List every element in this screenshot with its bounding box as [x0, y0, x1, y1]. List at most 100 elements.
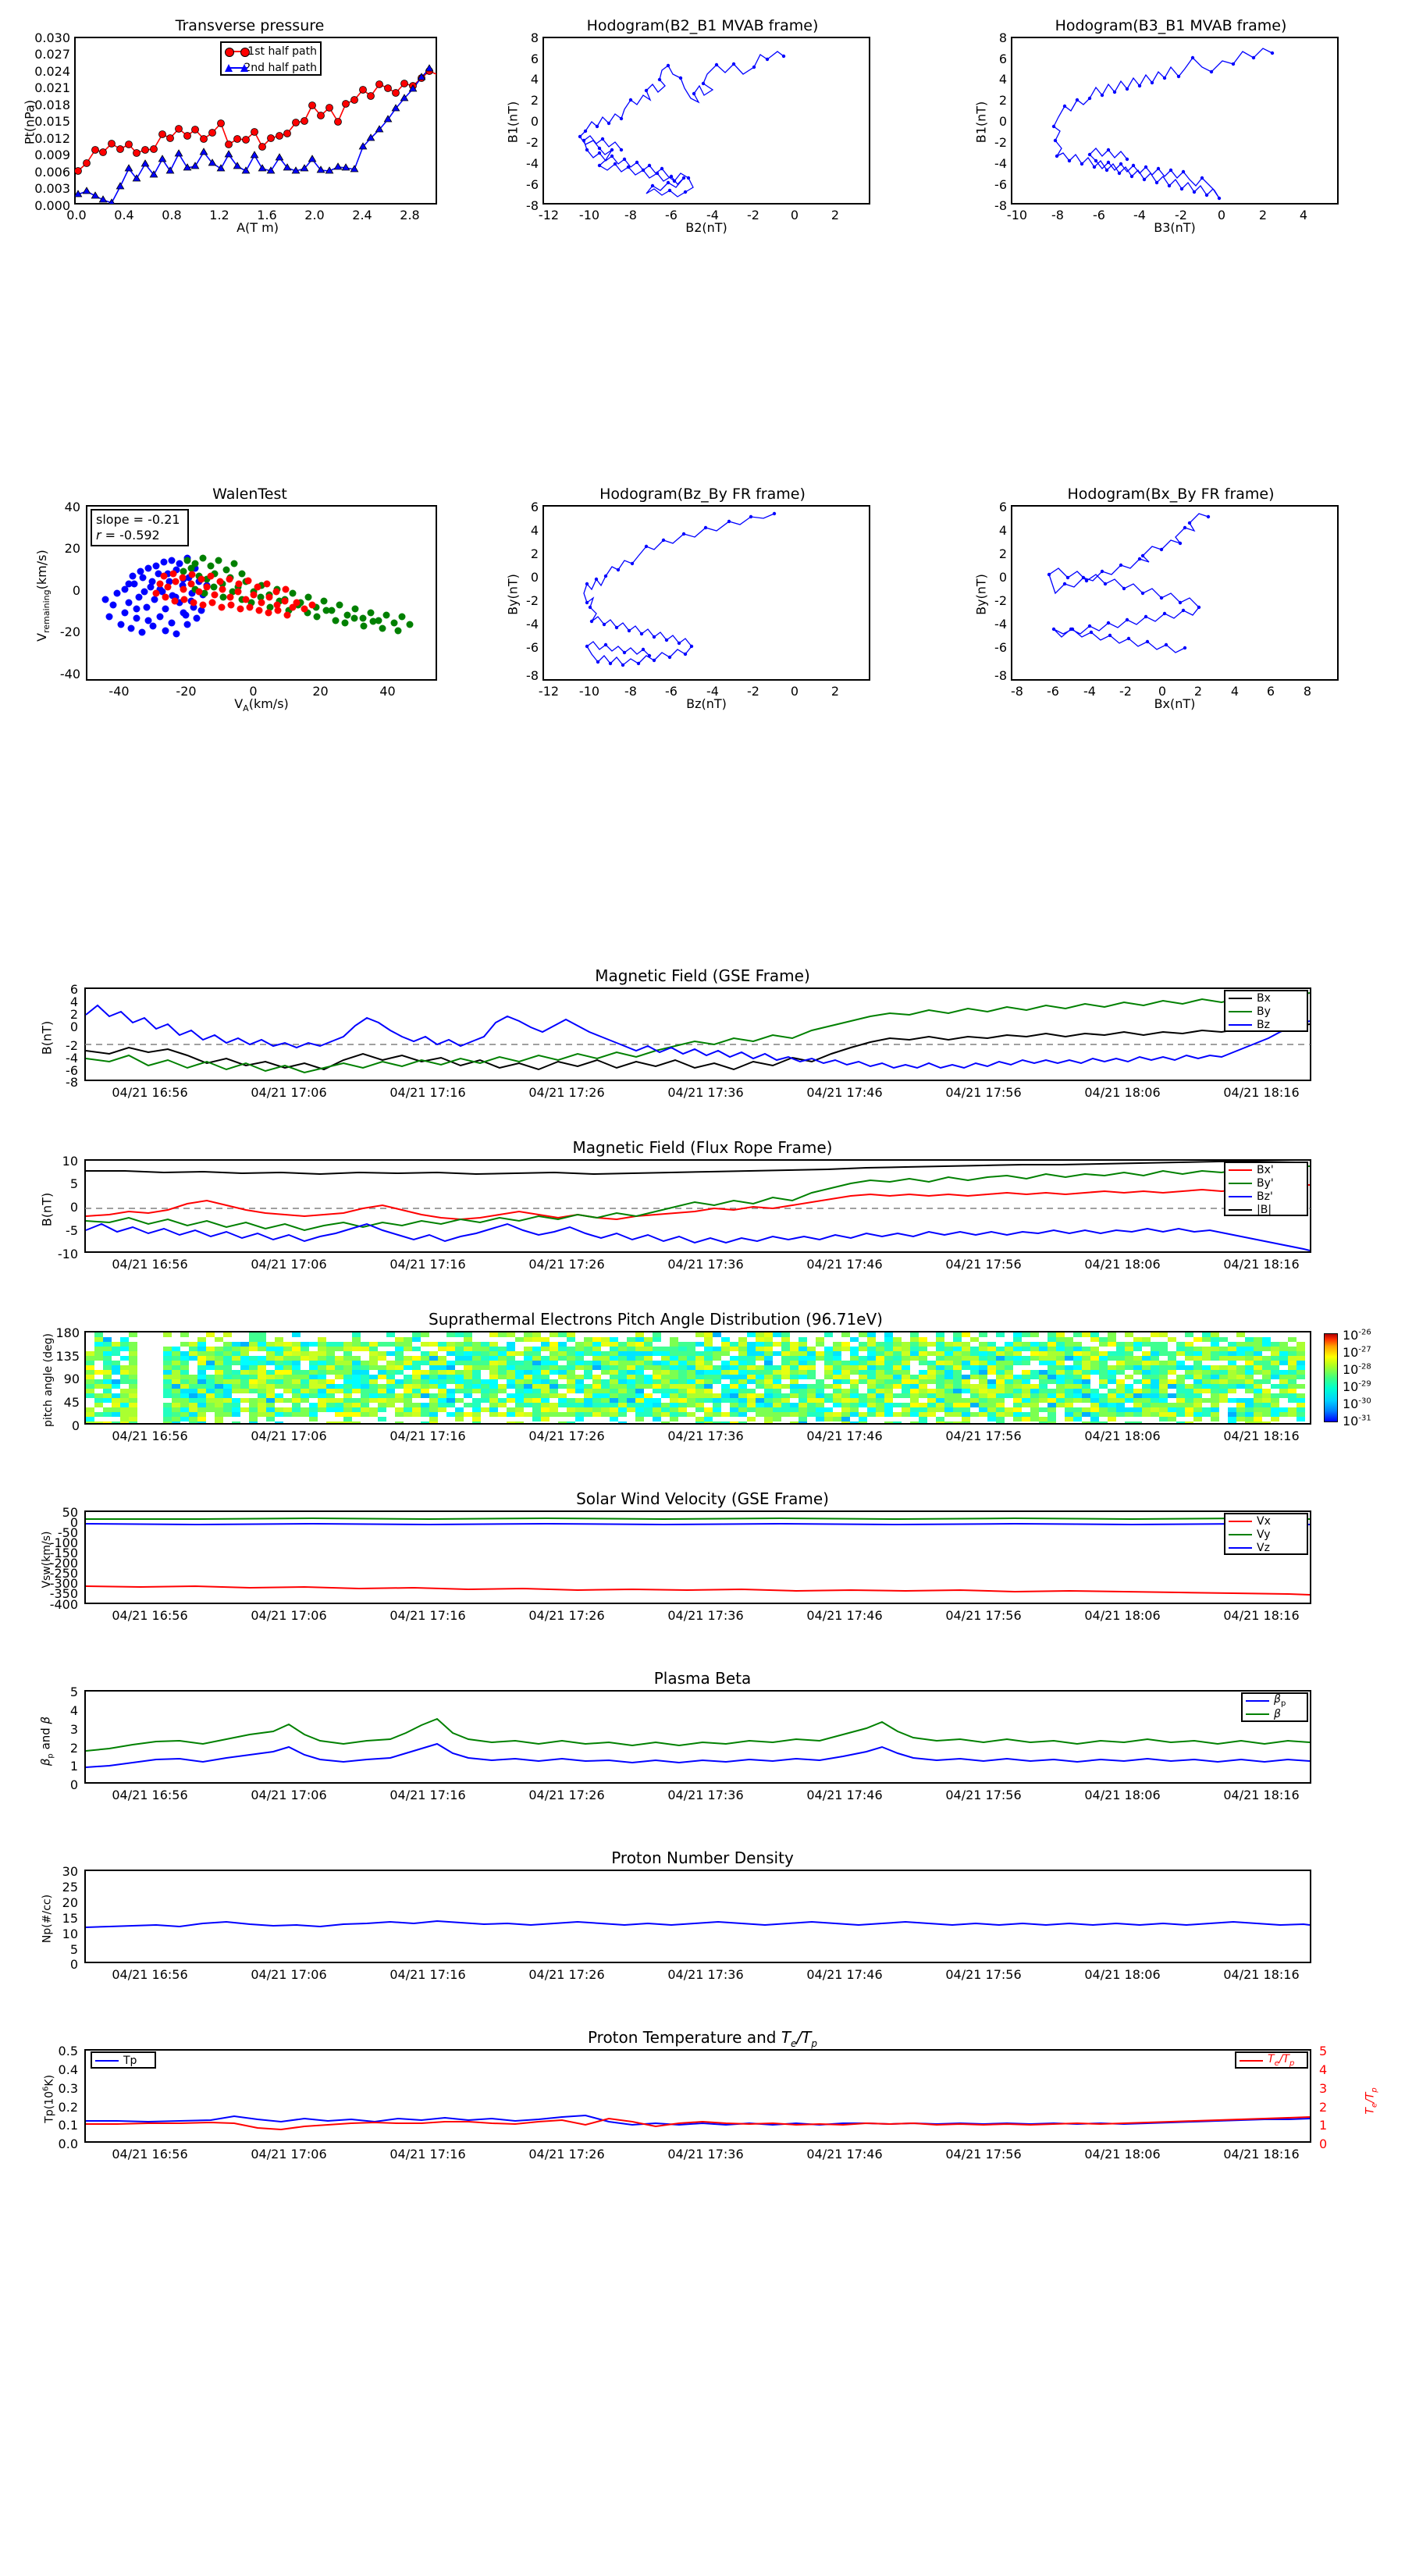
y-tick: -20	[59, 624, 80, 639]
x-tick: 1.2	[209, 208, 229, 222]
y-tick: 6	[998, 52, 1007, 66]
x-tick: 2	[1193, 684, 1203, 699]
y-tick: 4	[530, 72, 539, 87]
plot-frame	[84, 1510, 1311, 1604]
panel-title: Proton Temperature and Te/Tp	[587, 2028, 818, 2049]
panel-title: Transverse pressure	[175, 17, 325, 34]
x-tick: -4	[706, 208, 719, 222]
legend-row: Bz	[1225, 1018, 1307, 1031]
plot-frame	[542, 37, 870, 205]
y-tick: -200	[49, 1556, 78, 1571]
time-tick: 04/21 16:56	[112, 1429, 188, 1443]
legend-row: Tp	[92, 2053, 155, 2068]
y-tick: -40	[59, 667, 80, 681]
x-tick: -10	[578, 208, 600, 222]
y-tick: 8	[998, 30, 1007, 45]
x-tick: -6	[665, 208, 678, 222]
y-tick-left: 0.4	[58, 2062, 78, 2077]
hodogram-b3b1-trace	[1051, 48, 1275, 201]
y-tick-right: 4	[1319, 2062, 1328, 2077]
y-tick: 20	[64, 541, 80, 556]
panel-title: Magnetic Field (GSE Frame)	[595, 966, 810, 985]
x-tick: 2	[831, 208, 840, 222]
legend-row: By'	[1225, 1176, 1307, 1190]
y-tick: 0.009	[34, 148, 70, 162]
time-tick: 04/21 18:06	[1084, 1257, 1161, 1272]
x-tick: 2.8	[400, 208, 420, 222]
y-tick: 8	[530, 30, 539, 45]
walen-scatter	[101, 554, 414, 638]
walen-r: r = -0.592	[96, 528, 160, 543]
time-tick: 04/21 17:56	[945, 1608, 1022, 1623]
y-tick: -8	[66, 1075, 78, 1090]
y-tick: 5	[69, 1685, 78, 1699]
pad-heatmap	[86, 1332, 1310, 1423]
y-tick: 0.021	[34, 80, 70, 95]
x-tick: -20	[176, 684, 197, 699]
legend-line-by-prime-icon	[1229, 1182, 1252, 1184]
colorbar	[1324, 1333, 1338, 1422]
colorbar-tick: 10-30	[1343, 1397, 1371, 1411]
panel-title: WalenTest	[212, 486, 287, 503]
y-tick: 2	[998, 546, 1007, 561]
time-tick: 04/21 17:46	[806, 1967, 883, 1982]
panel-magnetic-field-gse: Magnetic Field (GSE Frame) B(nT) Bx By B…	[0, 945, 1405, 1108]
time-tick: 04/21 18:06	[1084, 1608, 1161, 1623]
time-tick: 04/21 17:16	[389, 2147, 466, 2161]
time-tick: 04/21 17:26	[528, 1257, 605, 1272]
panel-transverse-pressure: Transverse pressure Pt(nPa) A(T m) 1st h…	[0, 0, 468, 235]
legend-label: Vz	[1257, 1541, 1270, 1554]
time-tick: 04/21 17:36	[667, 1085, 744, 1100]
legend-label: Vx	[1257, 1514, 1271, 1528]
time-tick: 04/21 17:56	[945, 1967, 1022, 1982]
mag-gse-lines	[85, 992, 1311, 1074]
x-tick: -4	[1133, 208, 1146, 222]
time-tick: 04/21 18:16	[1223, 1085, 1300, 1100]
x-tick: -8	[1051, 208, 1064, 222]
time-tick: 04/21 17:16	[389, 1085, 466, 1100]
panel-hodogram-b3b1: Hodogram(B3_B1 MVAB frame) B1(nT) B3(nT)…	[937, 0, 1405, 235]
legend-line-te-tp-icon	[1240, 2059, 1263, 2062]
y-tick: 1	[69, 1759, 78, 1774]
panel-title: Suprathermal Electrons Pitch Angle Distr…	[429, 1310, 883, 1329]
x-tick: 0	[790, 208, 799, 222]
time-tick: 04/21 17:36	[667, 1608, 744, 1623]
x-tick: 40	[379, 684, 396, 699]
y-tick: 0.018	[34, 98, 70, 112]
y-tick: 0.024	[34, 64, 70, 79]
time-tick: 04/21 16:56	[112, 2147, 188, 2161]
panel-hodogram-bzby: Hodogram(Bz_By FR frame) By(nT) Bz(nT) 6…	[468, 468, 937, 726]
y-tick: 30	[62, 1864, 78, 1879]
y-tick: -5	[66, 1223, 78, 1238]
time-tick: 04/21 17:46	[806, 1429, 883, 1443]
y-tick: 40	[64, 500, 80, 514]
x-tick: 0.0	[66, 208, 87, 222]
time-tick: 04/21 18:16	[1223, 1788, 1300, 1802]
legend-label: Bx	[1257, 991, 1271, 1005]
y-tick: 4	[998, 523, 1007, 538]
plot-frame	[84, 2049, 1311, 2143]
panel-walen-test: WalenTest Vremaining(km/s) VA(km/s) slop…	[0, 468, 468, 726]
plot-frame	[542, 505, 870, 681]
time-tick: 04/21 17:36	[667, 1429, 744, 1443]
plot-frame	[1011, 505, 1339, 681]
legend-row: |B|	[1225, 1203, 1307, 1216]
y-tick: 0	[69, 1957, 78, 1972]
time-tick: 04/21 17:56	[945, 1429, 1022, 1443]
legend-row: Te/Tp	[1236, 2053, 1307, 2068]
legend-marker-circle-icon	[225, 47, 250, 57]
colorbar-tick: 10-28	[1343, 1362, 1371, 1377]
x-tick: 0	[1217, 208, 1226, 222]
time-tick: 04/21 16:56	[112, 1967, 188, 1982]
y-tick: 0.000	[34, 198, 70, 213]
legend-line-vz-icon	[1229, 1546, 1252, 1549]
legend-label: Vy	[1257, 1528, 1271, 1541]
y-tick: 0.003	[34, 181, 70, 196]
x-tick: 2	[831, 684, 840, 699]
legend-mag-fr: Bx' By' Bz' |B|	[1224, 1162, 1308, 1216]
x-axis-label: B3(nT)	[1154, 220, 1196, 235]
time-tick: 04/21 17:56	[945, 2147, 1022, 2161]
time-tick: 04/21 18:16	[1223, 1429, 1300, 1443]
y-tick: 25	[62, 1880, 78, 1895]
time-tick: 04/21 17:06	[251, 1257, 327, 1272]
